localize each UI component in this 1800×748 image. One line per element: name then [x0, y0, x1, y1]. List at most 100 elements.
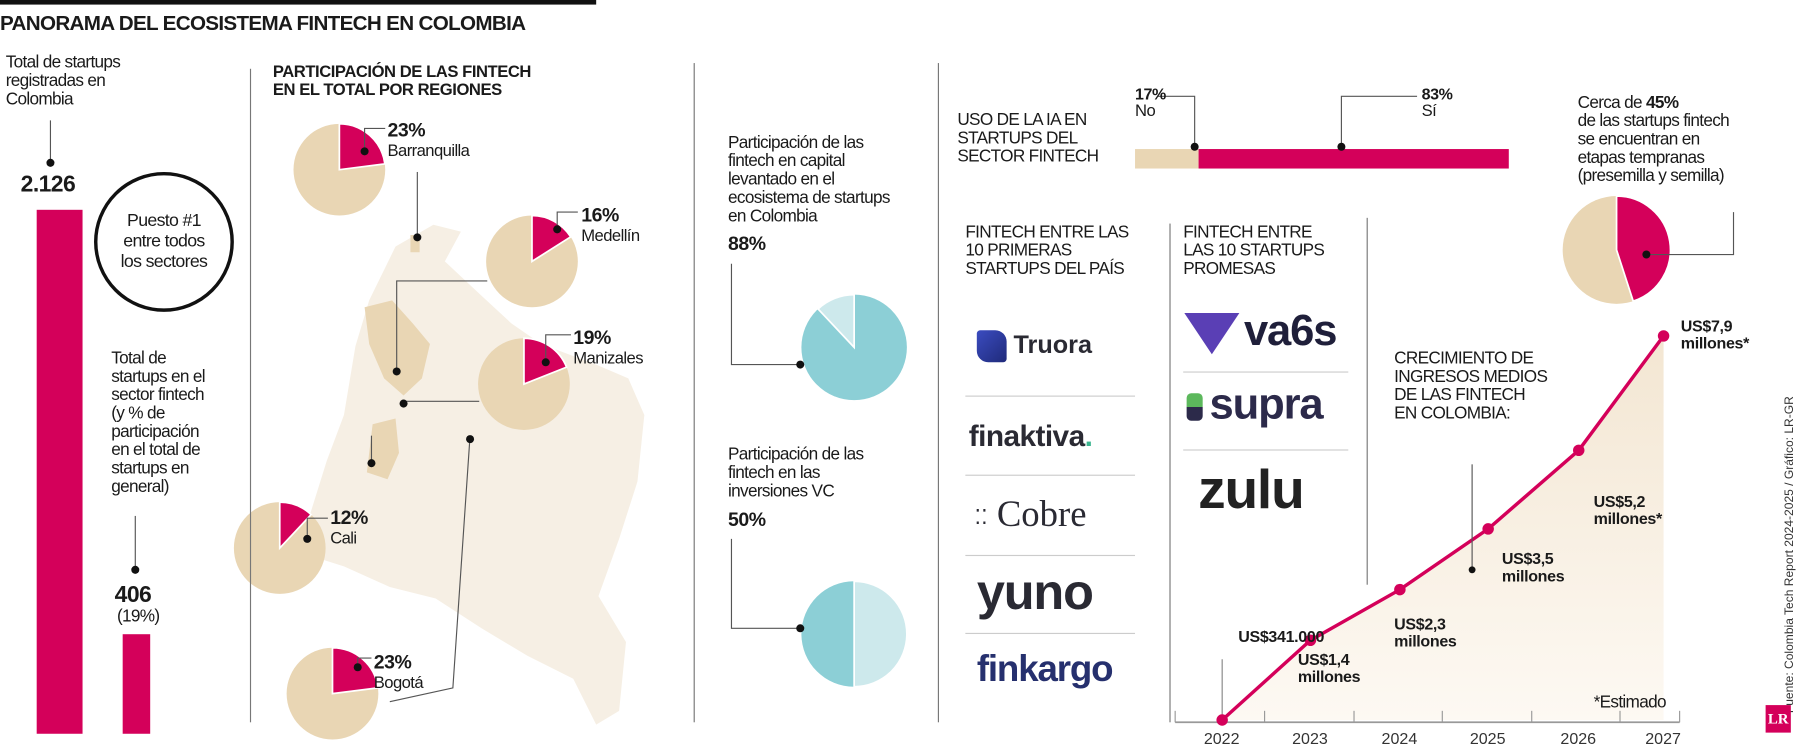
- separator: [1183, 449, 1349, 451]
- cobre-icon: ⁚⁚: [974, 505, 988, 529]
- chart-title: CRECIMIENTO DE INGRESOS MEDIOS DE LAS FI…: [1394, 348, 1548, 424]
- logo-finkargo: finkargo: [976, 647, 1114, 690]
- x-tick-label-2023: 2023: [1292, 729, 1328, 748]
- vc-pct: 50%: [728, 509, 766, 531]
- leader-line: [730, 263, 801, 366]
- leader-dot: [796, 360, 805, 369]
- promesas-title: FINTECH ENTRE LAS 10 STARTUPS PROMESAS: [1183, 222, 1325, 279]
- regions-title: PARTICIPACIÓN DE LAS FINTECH EN EL TOTAL…: [272, 63, 532, 100]
- logo-finaktiva: finaktiva.: [969, 418, 1093, 454]
- region-pct: 23%: [373, 651, 412, 673]
- rank-badge: Puesto #1 entre todos los sectores: [94, 171, 234, 312]
- separator: [965, 632, 1136, 635]
- truora-icon: [976, 330, 1007, 363]
- leader-dot: [131, 565, 140, 574]
- region-city: Manizales: [573, 349, 643, 369]
- logo-truora: Truora: [976, 330, 1093, 363]
- pie-barranquilla-slice: [338, 122, 386, 171]
- leader-dot: [353, 663, 362, 672]
- region-pct: 12%: [330, 506, 368, 529]
- data-point-2025: [1482, 523, 1494, 535]
- pie-cali-slice: [278, 501, 313, 551]
- fintech-startups-bar: [122, 634, 151, 734]
- ai-no-label: 17% No: [1135, 84, 1166, 121]
- chart-note: *Estimado: [1593, 692, 1667, 712]
- chart-area: [1222, 335, 1664, 721]
- ai-usage-title: USO DE LA IA EN STARTUPS DEL SECTOR FINT…: [957, 110, 1099, 167]
- data-point-2023: [1304, 634, 1317, 647]
- total-startups-label: Total de startups registradas en Colombi…: [5, 52, 121, 109]
- pie-medellín-slice: [531, 214, 572, 263]
- leader-dot: [46, 158, 55, 167]
- region-city: Barranquilla: [387, 142, 470, 161]
- ai-no-pct: 17%: [1135, 84, 1166, 104]
- pie-capital-slice: [816, 293, 856, 350]
- ai-no-text: No: [1135, 102, 1156, 121]
- source-note: Fuente: Colombia Tech Report 2024-2025 /…: [1782, 396, 1797, 714]
- divider: [1366, 217, 1368, 585]
- region-pct: 16%: [581, 204, 619, 226]
- ai-yes-bar: [1198, 149, 1509, 169]
- chart-line: [1221, 334, 1665, 722]
- x-tick-label-2025: 2025: [1469, 729, 1506, 748]
- region-pct: 19%: [573, 326, 611, 349]
- leader-line: [396, 280, 488, 370]
- leader-dot: [360, 147, 369, 156]
- leader-dot: [796, 624, 805, 633]
- region-pct: 23%: [387, 119, 426, 142]
- brand-logo: LR: [1765, 705, 1791, 733]
- data-label-2024: US$2,3 millones: [1394, 614, 1457, 651]
- fintech-startups-label: Total de startups en el sector fintech (…: [111, 348, 205, 497]
- ai-yes-pct: 83%: [1421, 84, 1453, 104]
- finaktiva-dot-icon: .: [1084, 418, 1093, 453]
- leader-line: [364, 127, 386, 152]
- divider: [937, 63, 939, 723]
- data-point-2022: [1216, 714, 1228, 726]
- supra-icon: [1186, 393, 1203, 421]
- x-tick-label-2026: 2026: [1560, 729, 1597, 748]
- vaes-icon: [1184, 312, 1240, 355]
- capital-label: Participación de las fintech en capital …: [728, 132, 890, 226]
- region-city: Medellín: [581, 227, 640, 246]
- region-city: Cali: [330, 529, 357, 549]
- leader-dot: [553, 225, 562, 234]
- separator: [965, 395, 1136, 397]
- logo-text: supra: [1209, 380, 1324, 429]
- top-rule: [0, 0, 597, 5]
- data-point-2027: [1657, 330, 1670, 342]
- pie-vc-slice: [853, 580, 908, 688]
- leader-dot: [466, 435, 475, 444]
- data-label-2026: US$5,2 millones*: [1593, 491, 1663, 528]
- logo-supra: supra: [1186, 380, 1324, 430]
- leader-dot: [303, 534, 312, 543]
- logo-text: finaktiva: [968, 418, 1085, 453]
- data-point-2026: [1572, 444, 1585, 457]
- leader-line: [730, 538, 801, 629]
- logo-zulu: zulu: [1198, 459, 1305, 521]
- region-label-barranquilla: 23% Barranquilla: [388, 119, 470, 160]
- data-label-2023: US$1,4 millones: [1297, 650, 1361, 686]
- fintech-startups-value: 406: [114, 582, 152, 608]
- early-stage-text: Cerca de 45% de las startups fintech se …: [1577, 92, 1730, 186]
- fintech-startups-pct: (19%): [116, 606, 160, 626]
- x-tick-label-2027: 2027: [1645, 729, 1681, 748]
- rank-badge-text: Puesto #1 entre todos los sectores: [120, 210, 208, 272]
- leader-dot: [367, 459, 376, 468]
- leader-line: [1157, 95, 1196, 147]
- leader-dot: [541, 358, 550, 367]
- logo-text: va6s: [1243, 307, 1337, 356]
- total-startups-bar: [36, 209, 83, 734]
- leader-line: [545, 334, 571, 363]
- capital-pct: 88%: [728, 232, 766, 255]
- region-label-bogota: 23% Bogotá: [373, 651, 424, 693]
- logo-text: Truora: [1013, 330, 1093, 359]
- leader-dot: [413, 233, 422, 242]
- region-city: Bogotá: [373, 674, 424, 693]
- leader-dot: [1642, 250, 1651, 259]
- separator: [1183, 371, 1349, 373]
- early-stage-prefix: Cerca de: [1577, 92, 1646, 113]
- ai-yes-text: Sí: [1421, 102, 1437, 121]
- vc-label: Participación de las fintech en las inve…: [728, 444, 864, 502]
- x-tick-label-2024: 2024: [1381, 729, 1418, 748]
